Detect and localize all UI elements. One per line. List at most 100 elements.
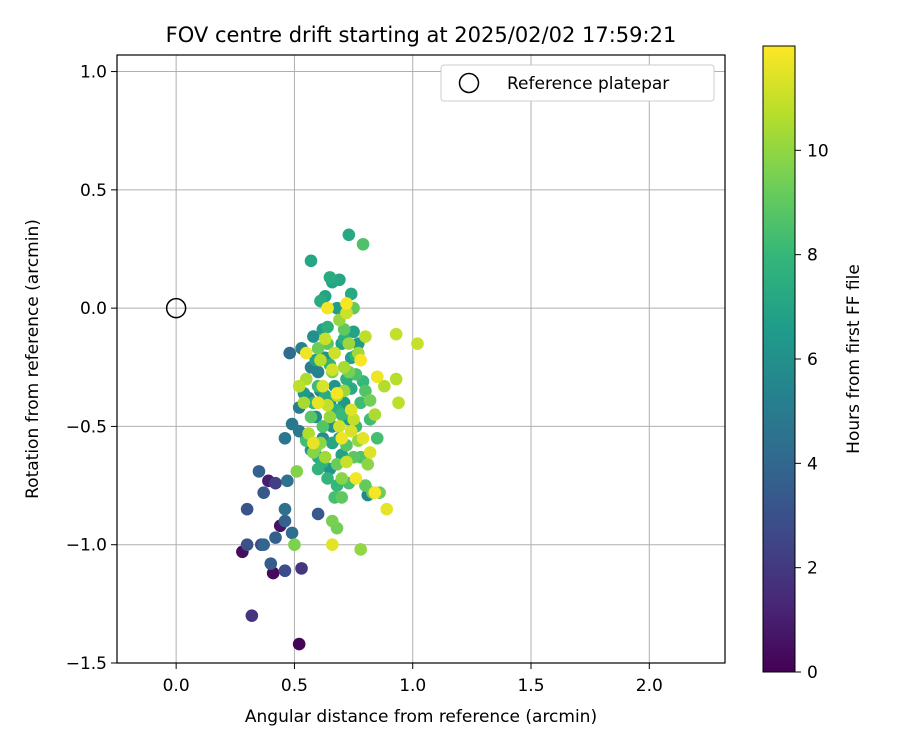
data-point bbox=[356, 431, 370, 445]
y-tick-label: −1.5 bbox=[66, 654, 107, 674]
data-point bbox=[285, 526, 299, 540]
data-point bbox=[340, 455, 353, 469]
data-point bbox=[333, 273, 346, 287]
data-point bbox=[314, 353, 327, 367]
x-tick-label: 0.0 bbox=[163, 676, 190, 696]
y-axis-label: Rotation from reference (arcmin) bbox=[23, 219, 43, 499]
grid-lines bbox=[117, 55, 725, 664]
data-point bbox=[354, 543, 367, 556]
data-point bbox=[302, 427, 315, 440]
data-point bbox=[349, 472, 363, 485]
legend-box bbox=[440, 64, 715, 102]
data-point bbox=[321, 320, 334, 334]
y-tick-label: 0.5 bbox=[80, 181, 107, 201]
colorbar-tick-label: 6 bbox=[807, 350, 818, 370]
data-point bbox=[288, 538, 301, 552]
y-axis-ticks: −1.5 −1.0 −0.5 0.0 0.5 1.0 bbox=[66, 63, 117, 674]
colorbar: 0 2 4 6 8 10 Hours from first FF file bbox=[762, 45, 864, 683]
data-point bbox=[368, 486, 382, 499]
data-point bbox=[330, 301, 344, 315]
data-point bbox=[292, 637, 306, 651]
colorbar-tick-label: 10 bbox=[807, 141, 829, 161]
legend: Reference platepar bbox=[440, 64, 715, 102]
data-point bbox=[304, 410, 318, 424]
colorbar-ticks: 0 2 4 6 8 10 bbox=[795, 141, 829, 683]
data-point bbox=[347, 325, 360, 339]
plot-frame bbox=[116, 54, 726, 664]
data-point bbox=[354, 396, 367, 410]
data-point bbox=[335, 491, 349, 504]
chart-title: FOV centre drift starting at 2025/02/02 … bbox=[166, 23, 677, 47]
data-point bbox=[335, 472, 349, 485]
data-point bbox=[342, 228, 356, 242]
y-tick-label: −1.0 bbox=[66, 536, 107, 556]
colorbar-label: Hours from first FF file bbox=[844, 264, 864, 454]
data-point bbox=[295, 562, 308, 575]
data-point bbox=[340, 297, 353, 310]
data-point bbox=[257, 538, 270, 552]
reference-marker-group bbox=[165, 297, 187, 319]
data-point bbox=[330, 387, 344, 400]
colorbar-tick-label: 8 bbox=[807, 246, 818, 266]
colorbar-tick-label: 0 bbox=[807, 663, 818, 683]
data-point bbox=[307, 330, 320, 343]
data-point bbox=[335, 431, 349, 445]
data-point bbox=[340, 306, 353, 320]
data-point bbox=[342, 337, 356, 350]
data-point bbox=[389, 327, 403, 341]
x-tick-label: 1.0 bbox=[399, 676, 426, 696]
data-point bbox=[321, 398, 334, 412]
x-tick-label: 1.5 bbox=[517, 676, 544, 696]
reference-platepar-marker bbox=[165, 297, 187, 319]
x-tick-label: 0.5 bbox=[281, 676, 308, 696]
data-point bbox=[311, 507, 325, 521]
data-point bbox=[278, 514, 292, 528]
colorbar-gradient bbox=[762, 45, 796, 673]
data-point bbox=[299, 346, 313, 360]
data-point bbox=[311, 365, 325, 379]
data-point bbox=[411, 337, 424, 350]
data-point bbox=[389, 372, 403, 386]
data-point bbox=[344, 403, 358, 417]
data-point bbox=[328, 346, 341, 360]
data-point bbox=[304, 254, 318, 268]
data-point bbox=[380, 502, 393, 516]
y-tick-label: 0.0 bbox=[80, 299, 107, 319]
data-point bbox=[297, 396, 311, 410]
data-point bbox=[240, 538, 254, 552]
data-point bbox=[311, 342, 325, 355]
data-point bbox=[281, 474, 294, 488]
data-point bbox=[321, 301, 334, 315]
data-point bbox=[323, 271, 337, 284]
data-point bbox=[307, 436, 320, 450]
data-point bbox=[318, 332, 332, 346]
data-point bbox=[278, 502, 292, 516]
data-point bbox=[370, 431, 384, 445]
data-point bbox=[278, 564, 292, 578]
data-point bbox=[283, 346, 297, 360]
data-point bbox=[359, 384, 372, 398]
data-point bbox=[266, 566, 280, 580]
data-point bbox=[359, 330, 372, 343]
data-point bbox=[307, 446, 320, 459]
data-point bbox=[311, 462, 325, 476]
y-tick-label: 1.0 bbox=[80, 63, 107, 83]
data-point bbox=[325, 436, 339, 450]
data-point bbox=[245, 609, 259, 622]
data-point bbox=[344, 287, 358, 301]
data-point bbox=[325, 538, 339, 552]
data-point bbox=[323, 410, 337, 424]
data-point bbox=[344, 424, 358, 438]
data-point bbox=[316, 379, 330, 393]
data-point bbox=[325, 514, 339, 528]
data-point bbox=[335, 408, 349, 421]
data-point bbox=[252, 465, 266, 478]
data-point bbox=[278, 431, 292, 445]
data-point bbox=[337, 323, 351, 336]
colorbar-tick-label: 4 bbox=[807, 454, 818, 474]
legend-label: Reference platepar bbox=[507, 74, 669, 94]
data-point bbox=[378, 379, 391, 393]
data-point bbox=[337, 360, 351, 374]
data-point bbox=[318, 450, 332, 464]
data-point bbox=[325, 363, 339, 376]
